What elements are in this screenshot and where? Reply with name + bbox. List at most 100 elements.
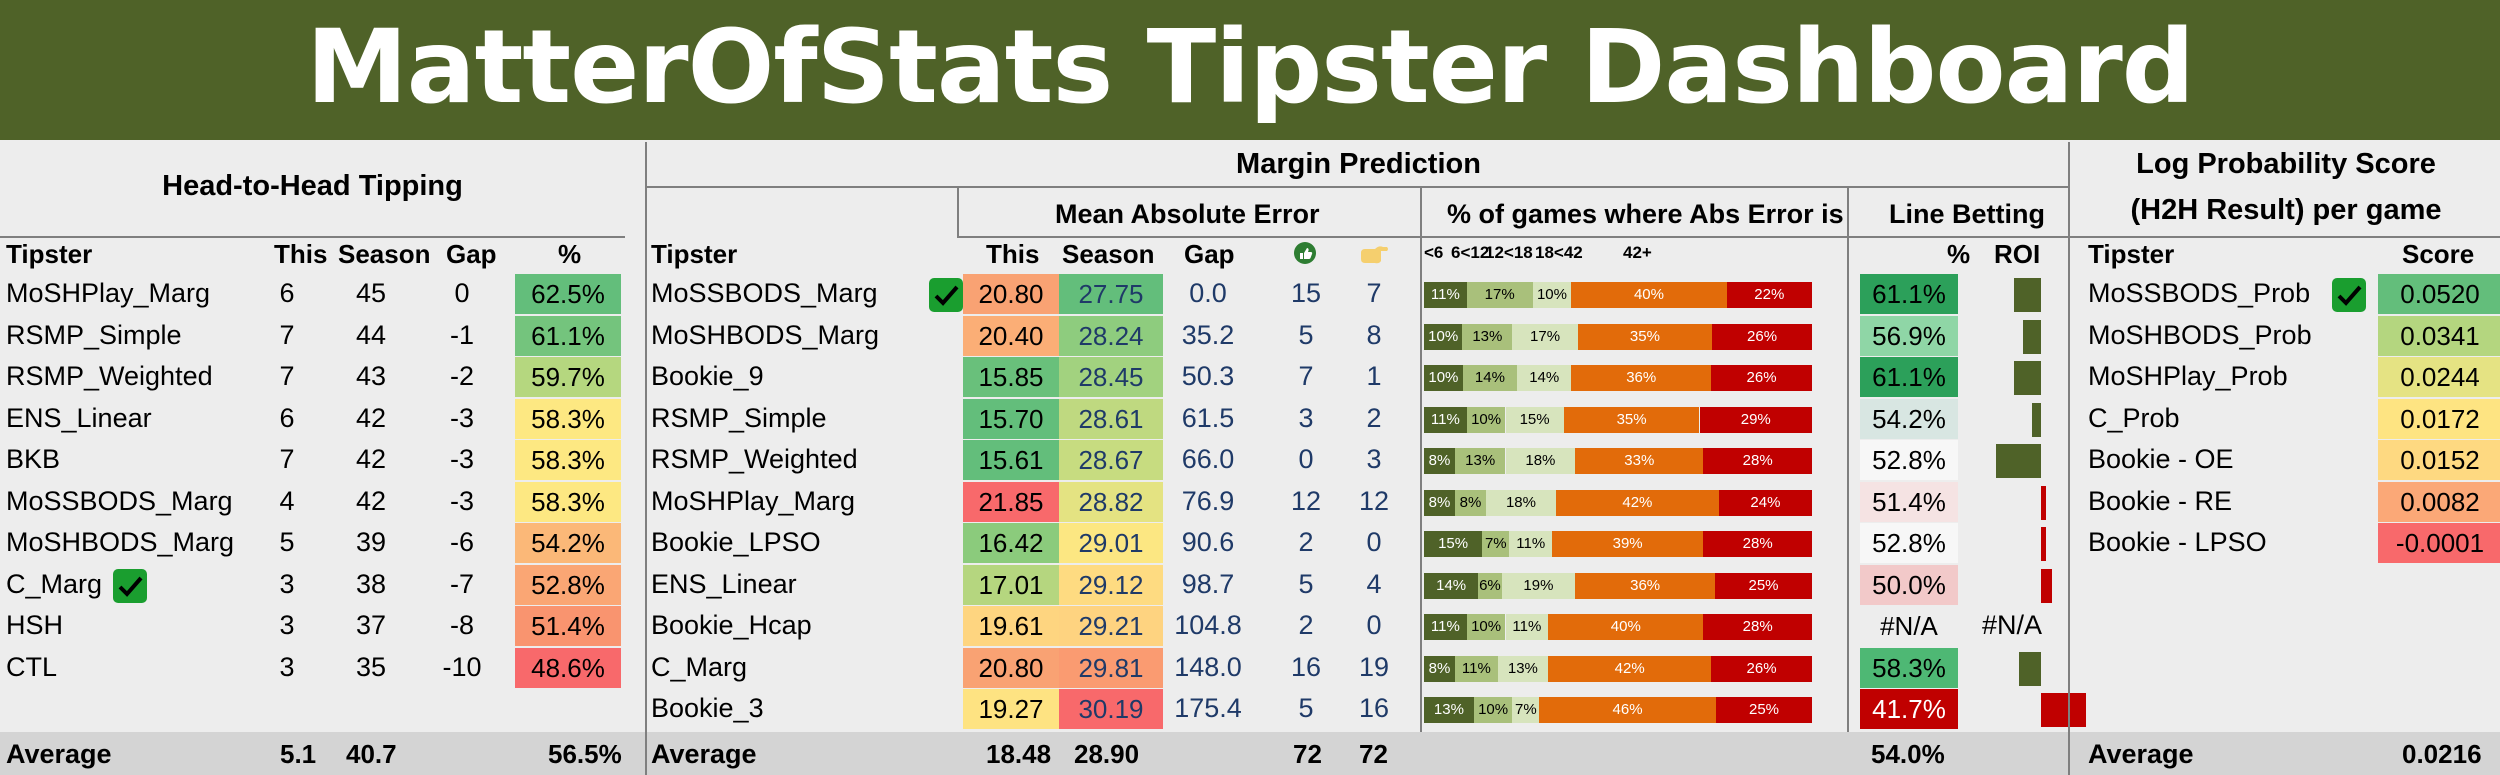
thumbs-up-icon xyxy=(1293,241,1317,270)
thumbs-count: 12 xyxy=(1290,485,1322,516)
score-cell: 0.0082 xyxy=(2378,481,2500,522)
margin-average-thumbs: 72 xyxy=(1293,739,1322,769)
score-cell: 0.0172 xyxy=(2378,398,2500,439)
tipster-name: MoSHPlay_Marg xyxy=(6,278,211,308)
error-segment: 11% xyxy=(1424,406,1467,433)
thumbs-count: 3 xyxy=(1298,402,1314,433)
error-segment: 14% xyxy=(1462,365,1518,391)
col-gap: Gap xyxy=(1184,239,1235,269)
error-segment: 11% xyxy=(1424,282,1467,308)
line-pct-cell: 51.4% xyxy=(1860,481,1958,522)
season-mae-cell: 28.61 xyxy=(1059,398,1163,439)
gap-value: 0 xyxy=(454,278,470,308)
gap-value: -3 xyxy=(449,485,474,516)
season-value: 42 xyxy=(355,485,387,516)
line-pct-cell: 58.3% xyxy=(1860,647,1958,688)
thumbs-count: 2 xyxy=(1298,527,1314,557)
col-this: This xyxy=(274,239,328,269)
hand-count: 0 xyxy=(1366,610,1382,640)
roi-bar xyxy=(2014,278,2041,312)
tipster-name: Bookie - RE xyxy=(2088,485,2233,516)
hand-count: 2 xyxy=(1366,402,1382,433)
average-row-background xyxy=(0,732,2500,775)
error-segment: 18% xyxy=(1486,489,1556,516)
this-mae-cell: 16.42 xyxy=(963,523,1059,563)
roi-bar xyxy=(2041,693,2086,727)
thumbs-count: 7 xyxy=(1298,361,1314,391)
this-mae-cell: 17.01 xyxy=(963,564,1059,605)
error-segment: 28% xyxy=(1703,614,1812,640)
error-segment: 13% xyxy=(1497,655,1549,682)
col-line-pct: % xyxy=(1947,239,1971,269)
pct-cell: 58.3% xyxy=(515,481,621,522)
lps-header-line2: (H2H Result) per game xyxy=(2130,194,2442,226)
season-value: 42 xyxy=(355,444,387,474)
gap-value: -3 xyxy=(449,402,474,433)
thumbs-count: 16 xyxy=(1290,651,1322,682)
gap-value: 104.8 xyxy=(1174,610,1242,640)
error-segment: 11% xyxy=(1509,531,1553,557)
tipster-name: Bookie - LPSO xyxy=(2088,527,2267,557)
pct-cell: 58.3% xyxy=(515,398,621,439)
tipster-name: RSMP_Weighted xyxy=(651,444,858,474)
roi-bar xyxy=(2018,651,2041,686)
col-tipster: Tipster xyxy=(6,239,93,269)
season-mae-cell: 28.24 xyxy=(1059,315,1163,356)
pct-cell: 61.1% xyxy=(515,315,621,356)
score-cell: 0.0244 xyxy=(2378,357,2500,397)
season-mae-cell: 30.19 xyxy=(1059,689,1163,729)
thumbs-count: 15 xyxy=(1290,278,1322,308)
season-mae-cell: 29.81 xyxy=(1059,647,1163,688)
season-mae-cell: 28.82 xyxy=(1059,481,1163,522)
h2h-average-season: 40.7 xyxy=(346,739,397,769)
dashboard-title: MatterOfStats Tipster Dashboard xyxy=(0,0,2500,140)
roi-bar xyxy=(2014,361,2041,395)
lps-average-score: 0.0216 xyxy=(2402,739,2482,769)
error-segment: 14% xyxy=(1517,365,1572,391)
pct-cell: 62.5% xyxy=(515,274,621,314)
error-segment: 14% xyxy=(1424,572,1479,599)
error-segment: 6% xyxy=(1478,572,1502,599)
thumbs-count: 5 xyxy=(1298,693,1314,723)
pointing-hand-icon xyxy=(1359,243,1389,270)
tipster-name: RSMP_Simple xyxy=(6,319,182,350)
error-segment: 19% xyxy=(1501,572,1576,599)
tipster-name: ENS_Linear xyxy=(651,568,797,599)
line-pct-cell: #N/A xyxy=(1880,611,1938,641)
this-mae-cell: 20.80 xyxy=(963,274,1059,314)
error-segment: 36% xyxy=(1571,365,1712,391)
gap-value: 90.6 xyxy=(1181,527,1235,557)
h2h-panel: Head-to-Head Tipping Tipster This Season… xyxy=(0,142,645,775)
this-mae-cell: 19.27 xyxy=(963,689,1059,729)
lps-header-line1: Log Probability Score xyxy=(2136,148,2436,180)
col-season: Season xyxy=(1062,239,1155,269)
tipster-name: Bookie_LPSO xyxy=(651,527,821,557)
margin-average-this: 18.48 xyxy=(986,739,1052,769)
season-mae-cell: 29.01 xyxy=(1059,523,1163,563)
roi-bar xyxy=(2041,568,2053,603)
error-segment: 25% xyxy=(1715,572,1812,599)
error-segment: 7% xyxy=(1512,697,1540,723)
col-tipster: Tipster xyxy=(2088,239,2175,269)
gap-value: -7 xyxy=(449,568,474,599)
tipster-name: C_Marg xyxy=(6,568,103,599)
gap-value: -10 xyxy=(442,651,482,682)
tipster-name: Bookie_3 xyxy=(651,693,764,723)
error-segment: 11% xyxy=(1424,614,1467,640)
error-dist-header: % of games where Abs Error is xyxy=(1447,199,1844,229)
margin-average-hand: 72 xyxy=(1359,739,1388,769)
error-segment: 13% xyxy=(1424,697,1474,723)
roi-bar xyxy=(2041,527,2046,561)
pct-cell: 58.3% xyxy=(515,440,621,480)
gap-value: 175.4 xyxy=(1174,693,1242,723)
error-segment: 11% xyxy=(1455,655,1498,682)
error-segment: 10% xyxy=(1466,614,1506,640)
line-pct-cell: 52.8% xyxy=(1860,523,1958,563)
line-pct-cell: 52.8% xyxy=(1860,440,1958,480)
season-mae-cell: 27.75 xyxy=(1059,274,1163,314)
error-segment: 17% xyxy=(1466,282,1533,308)
error-segment: 17% xyxy=(1512,323,1578,350)
hand-count: 1 xyxy=(1366,361,1382,391)
error-segment: 22% xyxy=(1726,282,1812,308)
hand-count: 4 xyxy=(1366,568,1382,599)
